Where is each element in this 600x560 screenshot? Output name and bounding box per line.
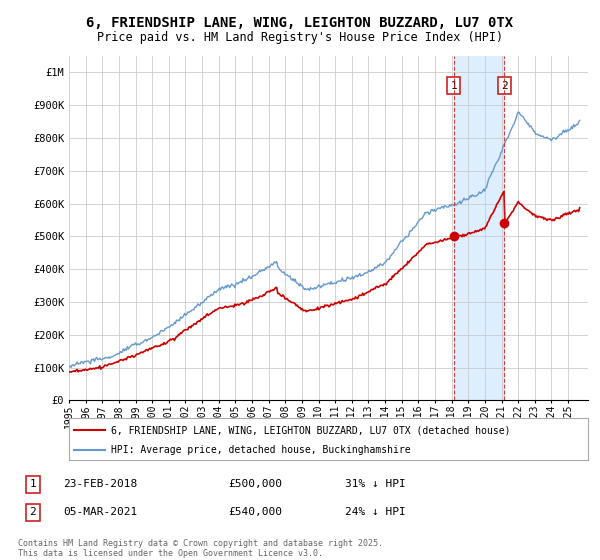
Bar <box>454 56 505 400</box>
Text: Price paid vs. HM Land Registry's House Price Index (HPI): Price paid vs. HM Land Registry's House … <box>97 31 503 44</box>
Text: 6, FRIENDSHIP LANE, WING, LEIGHTON BUZZARD, LU7 0TX (detached house): 6, FRIENDSHIP LANE, WING, LEIGHTON BUZZA… <box>110 425 510 435</box>
Text: 24% ↓ HPI: 24% ↓ HPI <box>345 507 406 517</box>
Text: 1: 1 <box>29 479 37 489</box>
Text: HPI: Average price, detached house, Buckinghamshire: HPI: Average price, detached house, Buck… <box>110 445 410 455</box>
Text: 6, FRIENDSHIP LANE, WING, LEIGHTON BUZZARD, LU7 0TX: 6, FRIENDSHIP LANE, WING, LEIGHTON BUZZA… <box>86 16 514 30</box>
Text: 31% ↓ HPI: 31% ↓ HPI <box>345 479 406 489</box>
Text: £540,000: £540,000 <box>228 507 282 517</box>
Text: Contains HM Land Registry data © Crown copyright and database right 2025.
This d: Contains HM Land Registry data © Crown c… <box>18 539 383 558</box>
Text: 05-MAR-2021: 05-MAR-2021 <box>63 507 137 517</box>
Text: £500,000: £500,000 <box>228 479 282 489</box>
Text: 23-FEB-2018: 23-FEB-2018 <box>63 479 137 489</box>
Text: 2: 2 <box>29 507 37 517</box>
Text: 1: 1 <box>450 81 457 91</box>
Text: 2: 2 <box>501 81 508 91</box>
